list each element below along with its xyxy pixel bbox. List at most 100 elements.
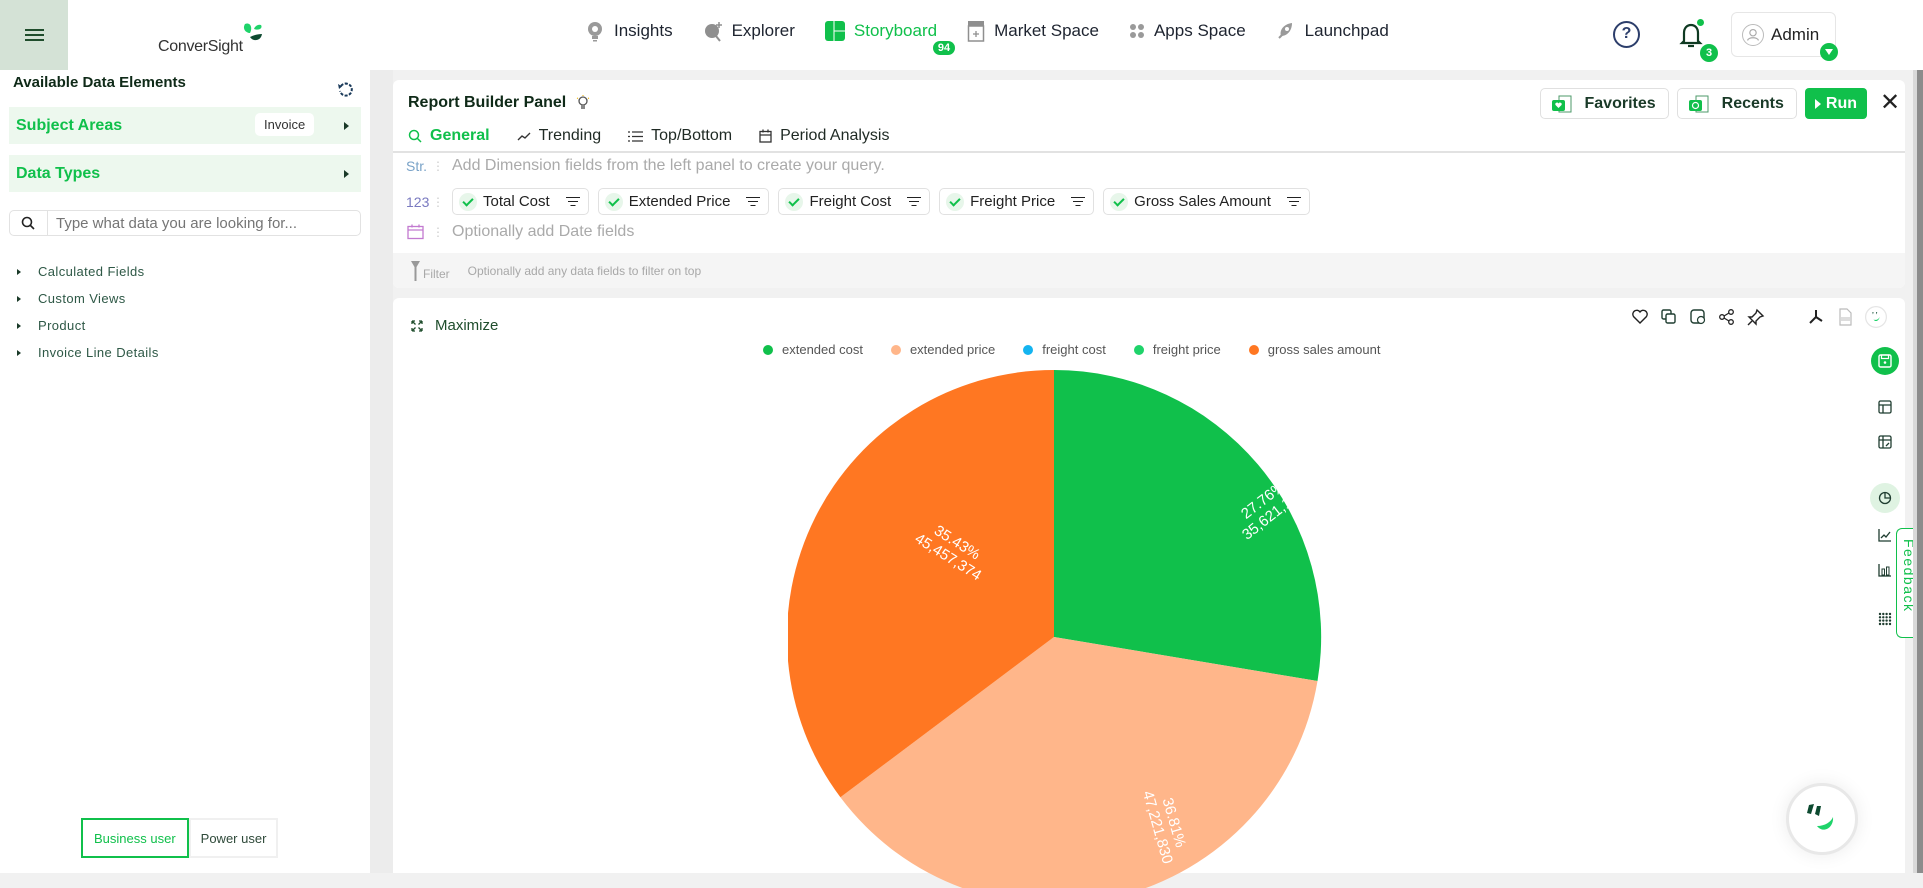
date-drop-zone[interactable]: Optionally add Date fields	[452, 223, 635, 240]
refresh-icon[interactable]	[337, 81, 355, 99]
nav-launchpad[interactable]: Launchpad	[1276, 21, 1389, 41]
data-search-input[interactable]	[48, 214, 348, 232]
power-user-button[interactable]: Power user	[188, 818, 279, 858]
line-chart-icon	[1878, 529, 1891, 542]
excel-file-icon[interactable]	[1836, 308, 1854, 326]
nav-storyboard[interactable]: Storyboard 94	[824, 21, 956, 55]
conversight-logo[interactable]: ConverSight	[158, 16, 263, 56]
copy-icon[interactable]	[1660, 308, 1678, 326]
filter-lines-icon[interactable]	[565, 196, 580, 208]
more-charts-button[interactable]	[1870, 604, 1900, 634]
hamburger-menu-button[interactable]	[0, 0, 68, 70]
pie-slice-extended-price[interactable]	[840, 637, 1318, 888]
assistant-icon[interactable]	[1865, 306, 1887, 328]
date-row: ⋮ Optionally add Date fields	[406, 223, 634, 241]
close-icon[interactable]: ✕	[1879, 88, 1901, 116]
legend-item-extended-price[interactable]: extended price	[890, 342, 995, 357]
legend-item-extended-cost[interactable]: extended cost	[763, 342, 863, 357]
check-icon[interactable]	[1110, 192, 1129, 211]
notification-count-badge: 3	[1700, 44, 1718, 62]
lightbulb-icon[interactable]	[576, 95, 590, 111]
legend-item-gross-sales-amount[interactable]: gross sales amount	[1248, 342, 1380, 357]
filter-bar[interactable]: Filter Optionally add any data fields to…	[393, 253, 1905, 288]
save-chart-button[interactable]	[1870, 346, 1900, 376]
logo-mark-icon	[243, 23, 262, 41]
subject-area-value: Invoice	[255, 113, 315, 136]
legend-item-freight-price[interactable]: freight price	[1133, 342, 1221, 357]
report-builder-panel: Report Builder Panel Favorites Recents R…	[393, 80, 1905, 288]
rocket-icon	[1277, 23, 1292, 39]
favorites-button[interactable]: Favorites	[1539, 88, 1669, 119]
measure-chip-freight-price[interactable]: Freight Price	[939, 188, 1095, 215]
data-element-tree: Calculated Fields Custom Views Product I…	[17, 258, 159, 366]
data-types-accordion[interactable]: Data Types	[9, 155, 361, 192]
tab-general[interactable]: General	[408, 127, 490, 145]
pin-icon[interactable]	[1747, 308, 1765, 326]
filter-lines-icon[interactable]	[1286, 196, 1301, 208]
run-button[interactable]: Run	[1804, 88, 1867, 119]
check-icon[interactable]	[459, 192, 477, 211]
tab-period-analysis[interactable]: Period Analysis	[759, 127, 889, 145]
share-icon[interactable]	[1718, 308, 1736, 326]
maximize-button[interactable]: Maximize	[411, 317, 498, 334]
pie-slice-extended-cost[interactable]	[1054, 369, 1322, 681]
tab-trending[interactable]: Trending	[517, 127, 601, 145]
table-icon	[1878, 400, 1892, 414]
top-header: ConverSight Insights Explorer Storyboard…	[0, 0, 1923, 70]
filter-label: Filter	[411, 260, 450, 281]
tree-item-invoice-line-details[interactable]: Invoice Line Details	[17, 339, 159, 366]
nav-market-space[interactable]: Market Space	[967, 20, 1099, 42]
table-view-button[interactable]	[1870, 392, 1900, 422]
business-user-button[interactable]: Business user	[81, 818, 189, 858]
line-chart-button[interactable]	[1870, 520, 1900, 550]
tree-item-calculated-fields[interactable]: Calculated Fields	[17, 258, 159, 285]
user-menu-button[interactable]: Admin	[1731, 12, 1836, 57]
legend-item-freight-cost[interactable]: freight cost	[1023, 342, 1106, 357]
pie-chart-button[interactable]	[1870, 483, 1900, 513]
filter-lines-icon[interactable]	[907, 196, 922, 208]
measure-chip-extended-price[interactable]: Extended Price	[597, 188, 770, 215]
check-icon[interactable]	[946, 192, 965, 211]
measure-chip-freight-cost[interactable]: Freight Cost	[778, 188, 931, 215]
filter-drop-zone: Optionally add any data fields to filter…	[467, 263, 702, 278]
pie-slice-gross-sales-amount[interactable]	[788, 370, 1054, 798]
measure-chip-total-cost[interactable]: Total Cost	[452, 188, 589, 215]
bell-icon[interactable]	[1676, 20, 1706, 50]
nav-insights[interactable]: Insights	[585, 20, 673, 42]
search-icon	[408, 129, 422, 143]
report-builder-actions: Favorites Recents Run ✕	[1539, 88, 1906, 119]
tree-item-product[interactable]: Product	[17, 312, 159, 339]
tab-top-bottom[interactable]: Top/Bottom	[628, 127, 732, 145]
filter-lines-icon[interactable]	[1071, 196, 1086, 208]
check-icon[interactable]	[604, 192, 623, 211]
pivot-view-button[interactable]	[1870, 427, 1900, 457]
measure-row: 123 ⋮ Total Cost Extended Price Freight …	[406, 188, 1319, 215]
sidebar-divider[interactable]	[370, 70, 393, 873]
pdf-icon[interactable]	[1807, 308, 1825, 326]
user-menu-caret-icon[interactable]	[1820, 43, 1838, 61]
tree-item-custom-views[interactable]: Custom Views	[17, 285, 159, 312]
check-icon[interactable]	[785, 192, 804, 211]
storyboard-icon	[824, 21, 845, 41]
list-icon	[628, 130, 644, 142]
recents-button[interactable]: Recents	[1676, 88, 1797, 119]
bar-chart-button[interactable]	[1870, 555, 1900, 585]
user-mode-toggle: Business user Power user	[81, 818, 279, 858]
explorer-icon	[704, 22, 722, 42]
help-icon[interactable]: ?	[1613, 21, 1640, 48]
date-type-icon	[407, 224, 424, 240]
subject-areas-accordion[interactable]: Subject Areas Invoice	[9, 107, 361, 144]
favorites-icon	[1551, 95, 1571, 112]
string-type-icon: Str.	[406, 158, 428, 174]
nav-apps-space[interactable]: Apps Space	[1129, 21, 1246, 41]
filter-lines-icon[interactable]	[746, 196, 761, 208]
chevron-right-icon	[344, 170, 349, 178]
heart-icon[interactable]	[1631, 308, 1649, 326]
schedule-report-icon[interactable]	[1689, 308, 1707, 326]
measure-chip-gross-sales-amount[interactable]: Gross Sales Amount	[1103, 188, 1310, 215]
dimension-drop-zone[interactable]: Add Dimension fields from the left panel…	[452, 157, 885, 174]
chat-assistant-button[interactable]	[1786, 783, 1858, 855]
funnel-icon	[411, 260, 420, 281]
nav-explorer[interactable]: Explorer	[703, 20, 795, 42]
page-scrollbar-thumb[interactable]	[1917, 70, 1923, 873]
